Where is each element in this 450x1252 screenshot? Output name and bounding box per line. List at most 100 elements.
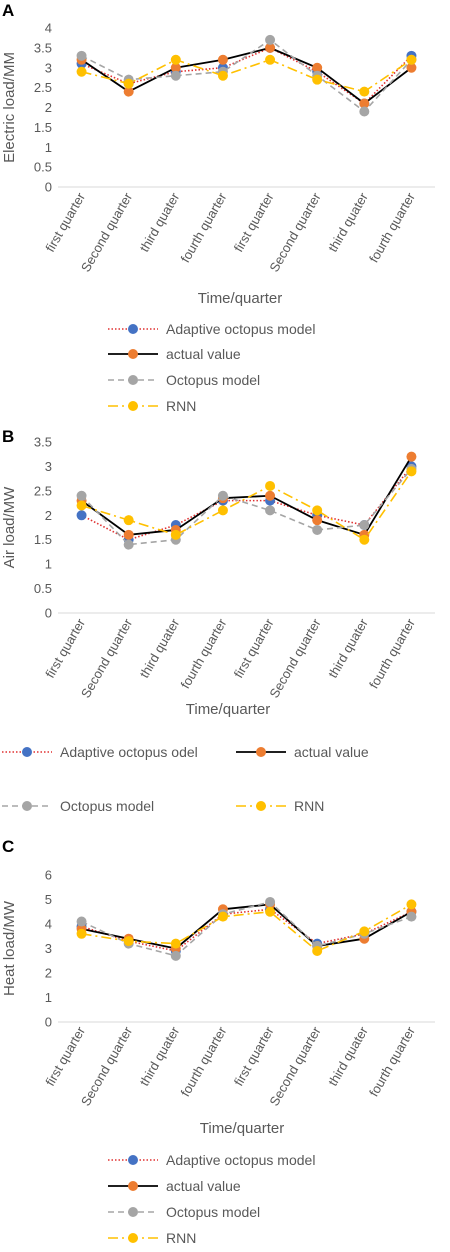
- panel-label: C: [2, 837, 14, 856]
- y-tick-label: 1.5: [34, 120, 52, 135]
- y-tick-label: 1: [45, 140, 52, 155]
- data-point: [76, 50, 87, 61]
- x-tick-label: Second quarter: [78, 189, 136, 274]
- data-point: [359, 926, 370, 937]
- data-point: [359, 86, 370, 97]
- data-point: [312, 505, 323, 516]
- y-tick-label: 2.5: [34, 80, 52, 95]
- legend-marker: [22, 747, 32, 757]
- chart-panel-b: B 0 0.5 1 1.5 2 2.5 3 3.5 Air load/MW first quarte…: [1, 427, 435, 814]
- x-tick-label: Second quarter: [78, 615, 136, 700]
- data-point: [217, 70, 228, 81]
- legend-label: RNN: [166, 1230, 196, 1246]
- data-point: [359, 520, 370, 531]
- x-tick-label: third quater: [137, 189, 183, 254]
- y-tick-label: 4: [45, 21, 52, 36]
- chart-panel-a: A 0 0.5 1 1.5 2 2.5 3 3.5 4 Electric load/MM first …: [1, 1, 435, 414]
- x-axis-title: Time/quarter: [186, 701, 270, 718]
- data-point: [217, 54, 228, 65]
- legend-label: RNN: [166, 398, 196, 414]
- data-point: [359, 534, 370, 545]
- x-tick-label: Second quarter: [78, 1023, 136, 1108]
- legend-label: Octopus model: [166, 372, 260, 388]
- data-point: [123, 515, 134, 526]
- series-line: [81, 903, 412, 952]
- x-tick-label: third quater: [137, 615, 183, 680]
- data-point: [123, 539, 134, 550]
- data-point: [312, 515, 323, 526]
- y-tick-label: 0: [45, 606, 52, 621]
- data-point: [406, 911, 417, 922]
- data-point: [265, 34, 276, 45]
- y-tick-label: 3.5: [34, 435, 52, 450]
- data-point: [76, 500, 87, 511]
- data-point: [76, 928, 87, 939]
- series-line: [81, 465, 413, 541]
- series-3: [76, 54, 417, 97]
- y-tick-label: 3.5: [34, 40, 52, 55]
- legend: Adaptive octopus model actual value Octopu…: [108, 321, 315, 414]
- y-tick-label: 0.5: [34, 581, 52, 596]
- y-tick-label: 1: [45, 557, 52, 572]
- data-point: [265, 490, 276, 501]
- legend-item: Octopus model: [108, 1204, 260, 1220]
- x-tick-label: first quarter: [231, 189, 277, 254]
- data-point: [359, 106, 370, 117]
- legend-marker: [128, 1207, 138, 1217]
- data-point: [170, 54, 181, 65]
- x-tick-label: first quarter: [231, 1023, 277, 1088]
- data-point: [217, 490, 228, 501]
- x-tick-label: first quarter: [231, 615, 277, 680]
- series-3: [76, 899, 417, 956]
- legend-marker: [128, 1155, 138, 1165]
- legend-item: actual value: [108, 346, 241, 362]
- data-point: [123, 936, 134, 947]
- legend-item: RNN: [236, 798, 324, 814]
- x-tick-label: third quater: [325, 615, 371, 680]
- legend-marker: [128, 1181, 138, 1191]
- y-axis-title: Air load/MW: [1, 486, 18, 569]
- y-tick-label: 2: [45, 966, 52, 981]
- data-point: [359, 98, 370, 109]
- legend-item: actual value: [108, 1178, 241, 1194]
- data-point: [76, 490, 87, 501]
- legend-item: RNN: [108, 1230, 196, 1246]
- legend-marker: [256, 747, 266, 757]
- data-point: [406, 62, 417, 73]
- legend-item: Adaptive octopus odel: [2, 744, 198, 760]
- series-line: [81, 456, 413, 536]
- y-tick-label: 2: [45, 100, 52, 115]
- y-tick-label: 1.5: [34, 532, 52, 547]
- data-point: [406, 466, 417, 477]
- legend-marker: [128, 324, 138, 334]
- x-tick-label: fourth quarter: [366, 1023, 418, 1099]
- x-tick-label: first quarter: [42, 615, 88, 680]
- data-point: [170, 62, 181, 73]
- y-tick-label: 5: [45, 892, 52, 907]
- series-line: [81, 470, 413, 541]
- y-tick-label: 0: [45, 180, 52, 195]
- legend: Adaptive octopus odel actual value Octopus…: [2, 744, 369, 814]
- legend-item: Adaptive octopus model: [108, 321, 315, 337]
- legend-item: RNN: [108, 398, 196, 414]
- panel-label: B: [2, 427, 14, 446]
- legend-label: Adaptive octopus model: [166, 1152, 315, 1168]
- data-point: [406, 54, 417, 65]
- y-tick-label: 4: [45, 917, 52, 932]
- data-point: [265, 42, 276, 53]
- y-tick-label: 0: [45, 1015, 52, 1030]
- y-tick-label: 3: [45, 459, 52, 474]
- x-tick-label: first quarter: [42, 1023, 88, 1088]
- data-point: [217, 911, 228, 922]
- x-tick-label: fourth quarter: [178, 615, 230, 691]
- series-line: [81, 903, 412, 950]
- y-tick-label: 3: [45, 941, 52, 956]
- x-tick-label: fourth quarter: [366, 189, 418, 265]
- y-axis-title: Heat load/MW: [1, 900, 18, 996]
- data-point: [312, 62, 323, 73]
- data-point: [265, 480, 276, 491]
- legend-marker: [256, 801, 266, 811]
- x-tick-label: first quarter: [42, 189, 88, 254]
- panel-label: A: [2, 1, 14, 20]
